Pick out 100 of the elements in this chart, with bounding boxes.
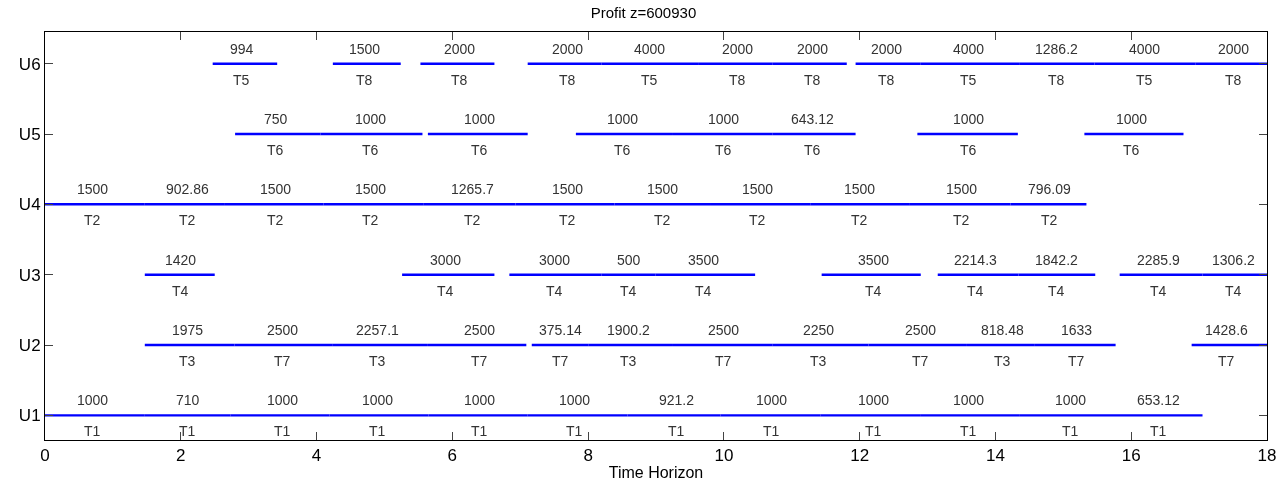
x-tick-label: 16 — [1121, 446, 1141, 466]
annotation: T7 — [715, 353, 732, 369]
x-tick-label: 12 — [850, 446, 870, 466]
annotation: 2000 — [1218, 41, 1250, 57]
annotation: T2 — [749, 212, 766, 228]
x-tick-label: 6 — [447, 446, 458, 466]
annotation: 818.48 — [981, 322, 1025, 338]
annotation: 2000 — [871, 41, 903, 57]
annotation: 1000 — [607, 111, 639, 127]
x-tick-label: 18 — [1257, 446, 1277, 466]
x-tick-label: 2 — [176, 446, 186, 466]
annotation: T1 — [960, 423, 977, 439]
annotation: 1500 — [844, 181, 876, 197]
annotation: T8 — [559, 72, 576, 88]
y-tick-label: U4 — [18, 195, 41, 215]
annotation: 3500 — [858, 252, 890, 268]
annotation: 1000 — [953, 111, 985, 127]
annotation: 1500 — [77, 181, 109, 197]
annotation: T4 — [1150, 283, 1167, 299]
annotation: T6 — [960, 142, 977, 158]
bar — [420, 62, 495, 65]
annotation: T3 — [810, 353, 827, 369]
annotation: T6 — [715, 142, 732, 158]
annotation: T6 — [804, 142, 821, 158]
annotation: T1 — [471, 423, 488, 439]
annotation: 3500 — [688, 252, 720, 268]
y-tick-label: U1 — [18, 406, 41, 426]
bar — [821, 273, 921, 276]
annotation: T7 — [274, 353, 291, 369]
annotation: T3 — [179, 353, 196, 369]
annotation: T8 — [878, 72, 895, 88]
annotation: T7 — [471, 353, 488, 369]
annotation: T4 — [437, 283, 454, 299]
annotation: T4 — [695, 283, 712, 299]
annotation: 1500 — [647, 181, 679, 197]
annotation: T4 — [1048, 283, 1065, 299]
annotation: T1 — [274, 423, 291, 439]
annotation: T2 — [851, 212, 868, 228]
annotation: T2 — [84, 212, 101, 228]
annotation: 994 — [230, 41, 254, 57]
annotation: T1 — [566, 423, 583, 439]
annotation: T4 — [172, 283, 189, 299]
x-tick-label: 0 — [40, 446, 50, 466]
bar — [144, 273, 215, 276]
annotation: 1000 — [756, 392, 788, 408]
annotation: 1000 — [362, 392, 394, 408]
annotation: 2000 — [797, 41, 829, 57]
annotation: 921.2 — [659, 392, 695, 408]
annotation: 1000 — [464, 111, 496, 127]
annotation: 2000 — [552, 41, 584, 57]
annotation: T6 — [267, 142, 284, 158]
annotation: T2 — [464, 212, 481, 228]
annotation: 1265.7 — [451, 181, 495, 197]
annotation: 1000 — [464, 392, 496, 408]
annotation: T2 — [654, 212, 671, 228]
x-axis-title: Time Horizon — [608, 464, 704, 482]
annotation: 4000 — [953, 41, 985, 57]
annotation: T2 — [179, 212, 196, 228]
annotation: 2285.9 — [1137, 252, 1181, 268]
annotation: 2000 — [722, 41, 754, 57]
annotation: T3 — [369, 353, 386, 369]
x-tick-label: 8 — [583, 446, 593, 466]
annotation: T1 — [369, 423, 386, 439]
bar — [332, 62, 401, 65]
annotation: T2 — [953, 212, 970, 228]
annotation: 902.86 — [166, 181, 210, 197]
annotation: 1500 — [946, 181, 978, 197]
annotation: 1000 — [858, 392, 890, 408]
annotation: T7 — [912, 353, 929, 369]
annotation: T5 — [960, 72, 977, 88]
y-tick-label: U6 — [18, 54, 41, 74]
annotation: 1306.2 — [1212, 252, 1256, 268]
annotation: T3 — [620, 353, 637, 369]
annotation: T8 — [356, 72, 373, 88]
annotation: 710 — [176, 392, 200, 408]
annotation: 1000 — [1116, 111, 1148, 127]
annotation: T7 — [1068, 353, 1085, 369]
annotation: 1500 — [552, 181, 584, 197]
annotation: 2257.1 — [356, 322, 400, 338]
annotation: 2500 — [464, 322, 496, 338]
annotation: 1900.2 — [607, 322, 651, 338]
annotation: T7 — [552, 353, 569, 369]
annotation: 375.14 — [539, 322, 583, 338]
annotation: 1975 — [172, 322, 204, 338]
annotation: 1500 — [260, 181, 292, 197]
annotation: T4 — [546, 283, 563, 299]
annotation: 1842.2 — [1035, 252, 1079, 268]
bar — [212, 62, 278, 65]
annotation: T7 — [1218, 353, 1235, 369]
annotation: T8 — [451, 72, 468, 88]
bar — [402, 273, 495, 276]
annotation: 1000 — [355, 111, 387, 127]
annotation: T8 — [1048, 72, 1065, 88]
annotation: 1000 — [267, 392, 299, 408]
annotation: 1000 — [559, 392, 591, 408]
chart-title: Profit z=600930 — [590, 3, 697, 21]
annotation: T2 — [362, 212, 379, 228]
annotation: T4 — [620, 283, 637, 299]
annotation: T5 — [233, 72, 250, 88]
annotation: T1 — [668, 423, 685, 439]
